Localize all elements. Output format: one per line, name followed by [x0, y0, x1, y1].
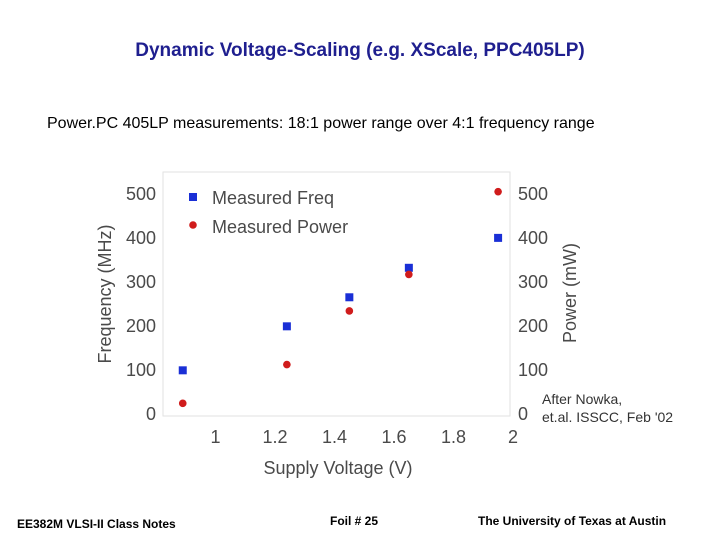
- source-note-line-2: et.al. ISSCC, Feb '02: [542, 409, 674, 425]
- legend: Measured Freq Measured Power: [189, 188, 348, 237]
- source-note-line-1: After Nowka,: [542, 391, 623, 407]
- legend-power-marker: [189, 221, 197, 229]
- y2-tick-label: 400: [518, 228, 548, 248]
- x-tick-label: 2: [508, 427, 518, 447]
- y2-tick-label: 0: [518, 404, 528, 424]
- x-axis-ticks: 1 1.2 1.4 1.6 1.8 2: [210, 427, 518, 447]
- power-point: [405, 270, 413, 279]
- y2-tick-label: 500: [518, 184, 548, 204]
- legend-label: Measured Power: [212, 217, 348, 237]
- left-axis-ticks: 0 100 200 300 400 500: [126, 184, 156, 424]
- x-axis-label: Supply Voltage (V): [263, 458, 412, 478]
- source-note: After Nowka, et.al. ISSCC, Feb '02: [542, 390, 673, 426]
- y-tick-label: 400: [126, 228, 156, 248]
- y2-tick-label: 300: [518, 272, 548, 292]
- y2-tick-label: 100: [518, 360, 548, 380]
- freq-point: [178, 366, 187, 375]
- plot-area: [162, 171, 511, 417]
- y-tick-label: 0: [146, 404, 156, 424]
- legend-freq-marker: [189, 193, 197, 201]
- y-axis-label: Frequency (MHz): [95, 224, 115, 363]
- power-point: [494, 187, 502, 196]
- legend-label: Measured Freq: [212, 188, 334, 208]
- power-point: [283, 360, 291, 369]
- data-points: [178, 187, 503, 408]
- y-tick-label: 200: [126, 316, 156, 336]
- y-tick-label: 100: [126, 360, 156, 380]
- slide-subtitle: Power.PC 405LP measurements: 18:1 power …: [47, 115, 595, 132]
- y-tick-label: 300: [126, 272, 156, 292]
- footer-foil-number: Foil # 25: [330, 514, 379, 528]
- x-tick-label: 1.2: [262, 427, 287, 447]
- x-tick-label: 1.6: [381, 427, 406, 447]
- x-tick-label: 1: [210, 427, 220, 447]
- right-axis-ticks: 0 100 200 300 400 500: [518, 184, 548, 424]
- footer-course: EE382M VLSI-II Class Notes: [17, 517, 176, 531]
- x-tick-label: 1.4: [322, 427, 347, 447]
- freq-point: [282, 322, 291, 331]
- freq-point: [345, 293, 354, 302]
- freq-point: [494, 233, 503, 242]
- power-point: [178, 399, 187, 408]
- footer-university: The University of Texas at Austin: [478, 514, 667, 528]
- x-tick-label: 1.8: [441, 427, 466, 447]
- freq-point: [404, 263, 413, 272]
- power-point: [345, 307, 354, 315]
- y-tick-label: 500: [126, 184, 156, 204]
- y2-tick-label: 200: [518, 316, 548, 336]
- y2-axis-label: Power (mW): [560, 243, 580, 343]
- slide-title: Dynamic Voltage-Scaling (e.g. XScale, PP…: [135, 40, 585, 61]
